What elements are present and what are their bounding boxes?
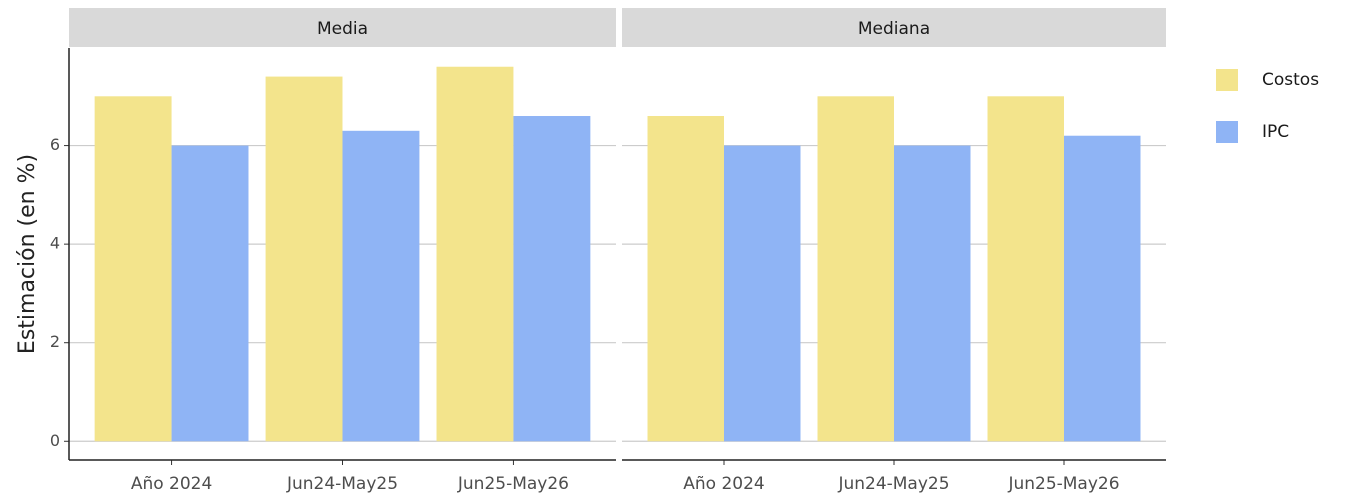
- bar: [1064, 135, 1141, 442]
- bar: [94, 96, 172, 442]
- legend-swatch: [1216, 69, 1238, 91]
- x-tick-label: Jun25-May26: [1007, 474, 1119, 494]
- x-tick-label: Año 2024: [131, 474, 212, 494]
- legend-label: IPC: [1262, 122, 1289, 142]
- y-tick-label: 4: [50, 234, 60, 253]
- y-tick-label: 0: [50, 431, 60, 450]
- x-tick-label: Jun24-May25: [837, 474, 949, 494]
- bar: [513, 116, 591, 442]
- bar: [647, 116, 724, 442]
- bar: [342, 130, 420, 442]
- bar: [894, 145, 971, 442]
- strip: [69, 8, 616, 47]
- bar: [724, 145, 801, 442]
- bar: [817, 96, 894, 442]
- bar: [436, 66, 514, 442]
- bar: [171, 145, 249, 442]
- x-tick-label: Jun25-May26: [457, 474, 569, 494]
- legend-swatch: [1216, 121, 1238, 143]
- panel-title: Mediana: [858, 19, 930, 39]
- strip: [622, 8, 1166, 47]
- y-tick-label: 2: [50, 332, 60, 351]
- y-tick-label: 6: [50, 135, 60, 154]
- x-tick-label: Jun24-May25: [286, 474, 398, 494]
- legend-label: Costos: [1262, 70, 1319, 90]
- bar: [987, 96, 1064, 442]
- y-axis-label: Estimación (en %): [15, 154, 40, 354]
- bar: [265, 76, 343, 442]
- x-tick-label: Año 2024: [683, 474, 764, 494]
- panel-title: Media: [317, 19, 368, 39]
